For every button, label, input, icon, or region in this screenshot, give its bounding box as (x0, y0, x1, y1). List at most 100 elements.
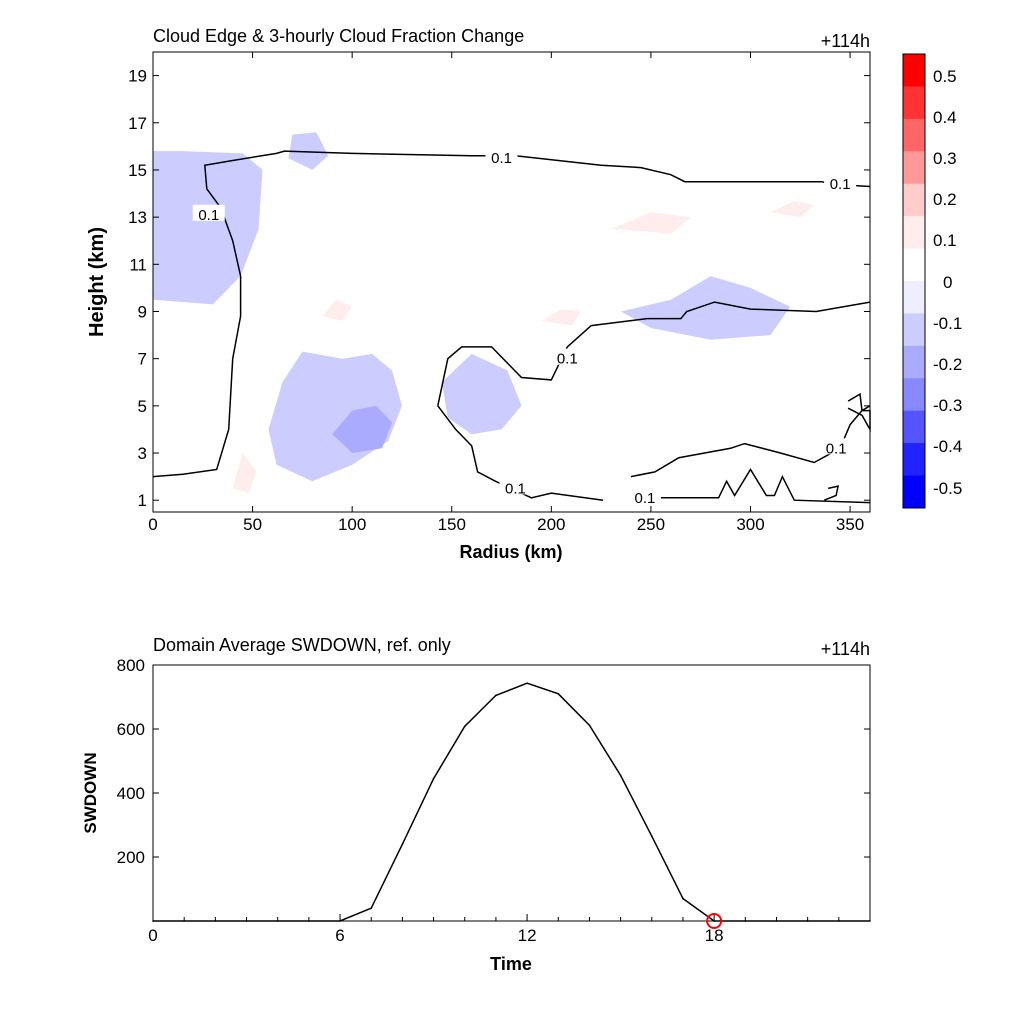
top-y-tick-label-0: 1 (138, 491, 147, 510)
bottom-x-tick-label-0: 0 (148, 926, 157, 945)
fill-region-11 (541, 309, 582, 326)
colorbar-label-3: 0.2 (933, 190, 957, 209)
fill-region-12 (611, 212, 691, 234)
colorbar-label-0: 0.5 (933, 67, 957, 86)
swdown-point-20 (775, 920, 778, 922)
top-y-tick-label-3: 7 (138, 350, 147, 369)
bottom-x-tick-label-3: 18 (705, 926, 724, 945)
contour-label-0: 0.1 (491, 150, 512, 167)
top-x-tick-label-2: 100 (338, 515, 366, 534)
colorbar: 0.5 0.4 0.3 0.2 0.1 0 -0.1 -0.2 -0.3 -0.4 -0.5 (902, 53, 962, 509)
contour-line-2 (437, 405, 604, 501)
swdown-point-2 (214, 920, 217, 922)
bottom-x-axis: 0 6 12 18 (148, 914, 871, 945)
swdown-point-17 (682, 897, 684, 900)
contour-label-6: 0.1 (635, 490, 656, 507)
bottom-chart-title: Domain Average SWDOWN, ref. only (153, 635, 451, 655)
cloud-edge-contour-layer (152, 150, 871, 504)
swdown-point-8 (401, 843, 404, 845)
bottom-y-tick-label-0: 200 (117, 848, 145, 867)
bottom-y-tick-label-1: 400 (117, 784, 145, 803)
contour-label-5: 0.1 (505, 480, 526, 497)
colorbar-band-6 (903, 248, 925, 282)
top-plot-background (153, 52, 870, 512)
contour-label-bg-6 (628, 487, 661, 504)
fill-region-7 (332, 405, 392, 453)
contour-line-6 (823, 485, 840, 501)
swdown-point-15 (619, 774, 622, 777)
top-y-tick-label-6: 13 (128, 208, 147, 227)
top-y-tick-label-1: 3 (138, 444, 147, 463)
contour-line-4 (660, 468, 871, 504)
colorbar-band-11 (903, 410, 925, 444)
swdown-point-22 (838, 920, 840, 922)
colorbar-frame (902, 53, 926, 509)
top-x-axis: 0 50 100 150 200 250 300 350 (148, 52, 864, 534)
bottom-x-tick-label-1: 6 (335, 926, 344, 945)
top-y-tick-label-8: 17 (128, 114, 147, 133)
top-y-tick-label-4: 9 (138, 302, 147, 321)
top-y-tick-label-5: 11 (129, 255, 147, 274)
swdown-point-10 (463, 725, 466, 728)
colorbar-band-2 (903, 118, 925, 152)
contour-line-3 (630, 405, 871, 478)
bottom-time-label: +114h (821, 639, 870, 659)
contour-label-3: 0.1 (557, 351, 578, 368)
colorbar-band-9 (903, 345, 925, 379)
swdown-point-14 (588, 724, 591, 726)
colorbar-band-5 (903, 216, 925, 250)
top-x-tick-label-6: 300 (736, 515, 764, 534)
colorbar-label-5: 0 (943, 273, 952, 292)
fill-region-8 (441, 353, 522, 435)
top-x-tick-label-7: 350 (836, 515, 864, 534)
bottom-y-axis: 200 400 600 800 (117, 656, 870, 867)
colorbar-label-10: -0.5 (933, 479, 962, 498)
contour-label-bg-3 (551, 348, 584, 365)
swdown-point-0 (152, 920, 154, 922)
contour-label-2: 0.1 (198, 207, 219, 224)
colorbar-band-12 (903, 443, 925, 477)
top-y-tick-label-7: 15 (128, 161, 147, 180)
bottom-x-tick-label-2: 12 (518, 926, 537, 945)
colorbar-band-13 (903, 475, 925, 509)
swdown-point-23 (869, 920, 871, 922)
swdown-point-7 (370, 907, 373, 909)
swdown-point-6 (339, 920, 341, 922)
swdown-point-5 (308, 920, 310, 922)
colorbar-band-0 (903, 54, 925, 87)
contour-label-bg-0 (485, 148, 518, 165)
swdown-point-18 (713, 920, 715, 922)
swdown-series (152, 682, 871, 929)
top-chart-title: Cloud Edge & 3-hourly Cloud Fraction Cha… (153, 26, 524, 46)
swdown-point-4 (276, 920, 279, 922)
fill-region-13 (770, 200, 815, 218)
bottom-x-axis-title: Time (490, 954, 532, 974)
swdown-point-3 (245, 920, 248, 922)
contour-line-0 (152, 150, 871, 478)
top-time-label: +114h (821, 31, 870, 51)
bottom-plot-frame (152, 664, 871, 922)
contour-label-bg-5 (499, 478, 532, 495)
top-x-tick-label-4: 200 (537, 515, 565, 534)
fill-region-9 (621, 276, 791, 340)
colorbar-label-4: 0.1 (933, 231, 957, 250)
colorbar-band-3 (903, 151, 925, 185)
colorbar-label-2: 0.3 (933, 149, 957, 168)
contour-label-4: 0.1 (826, 440, 847, 457)
contour-label-bg-2 (192, 204, 225, 221)
swdown-chart: 0 6 12 18 200 400 600 800 Domain Average SWDOW… (81, 635, 871, 974)
current-time-marker (706, 913, 723, 929)
swdown-point-19 (744, 920, 747, 922)
swdown-line (153, 682, 870, 922)
colorbar-band-10 (903, 378, 925, 412)
colorbar-label-8: -0.3 (933, 396, 962, 415)
colorbar-band-4 (903, 183, 925, 217)
bottom-y-tick-label-3: 800 (117, 656, 145, 675)
colorbar-band-1 (903, 86, 925, 120)
fill-region-14 (232, 453, 257, 494)
fill-region-10 (322, 299, 353, 321)
top-x-tick-label-1: 50 (243, 515, 262, 534)
colorbar-band-7 (903, 281, 925, 314)
